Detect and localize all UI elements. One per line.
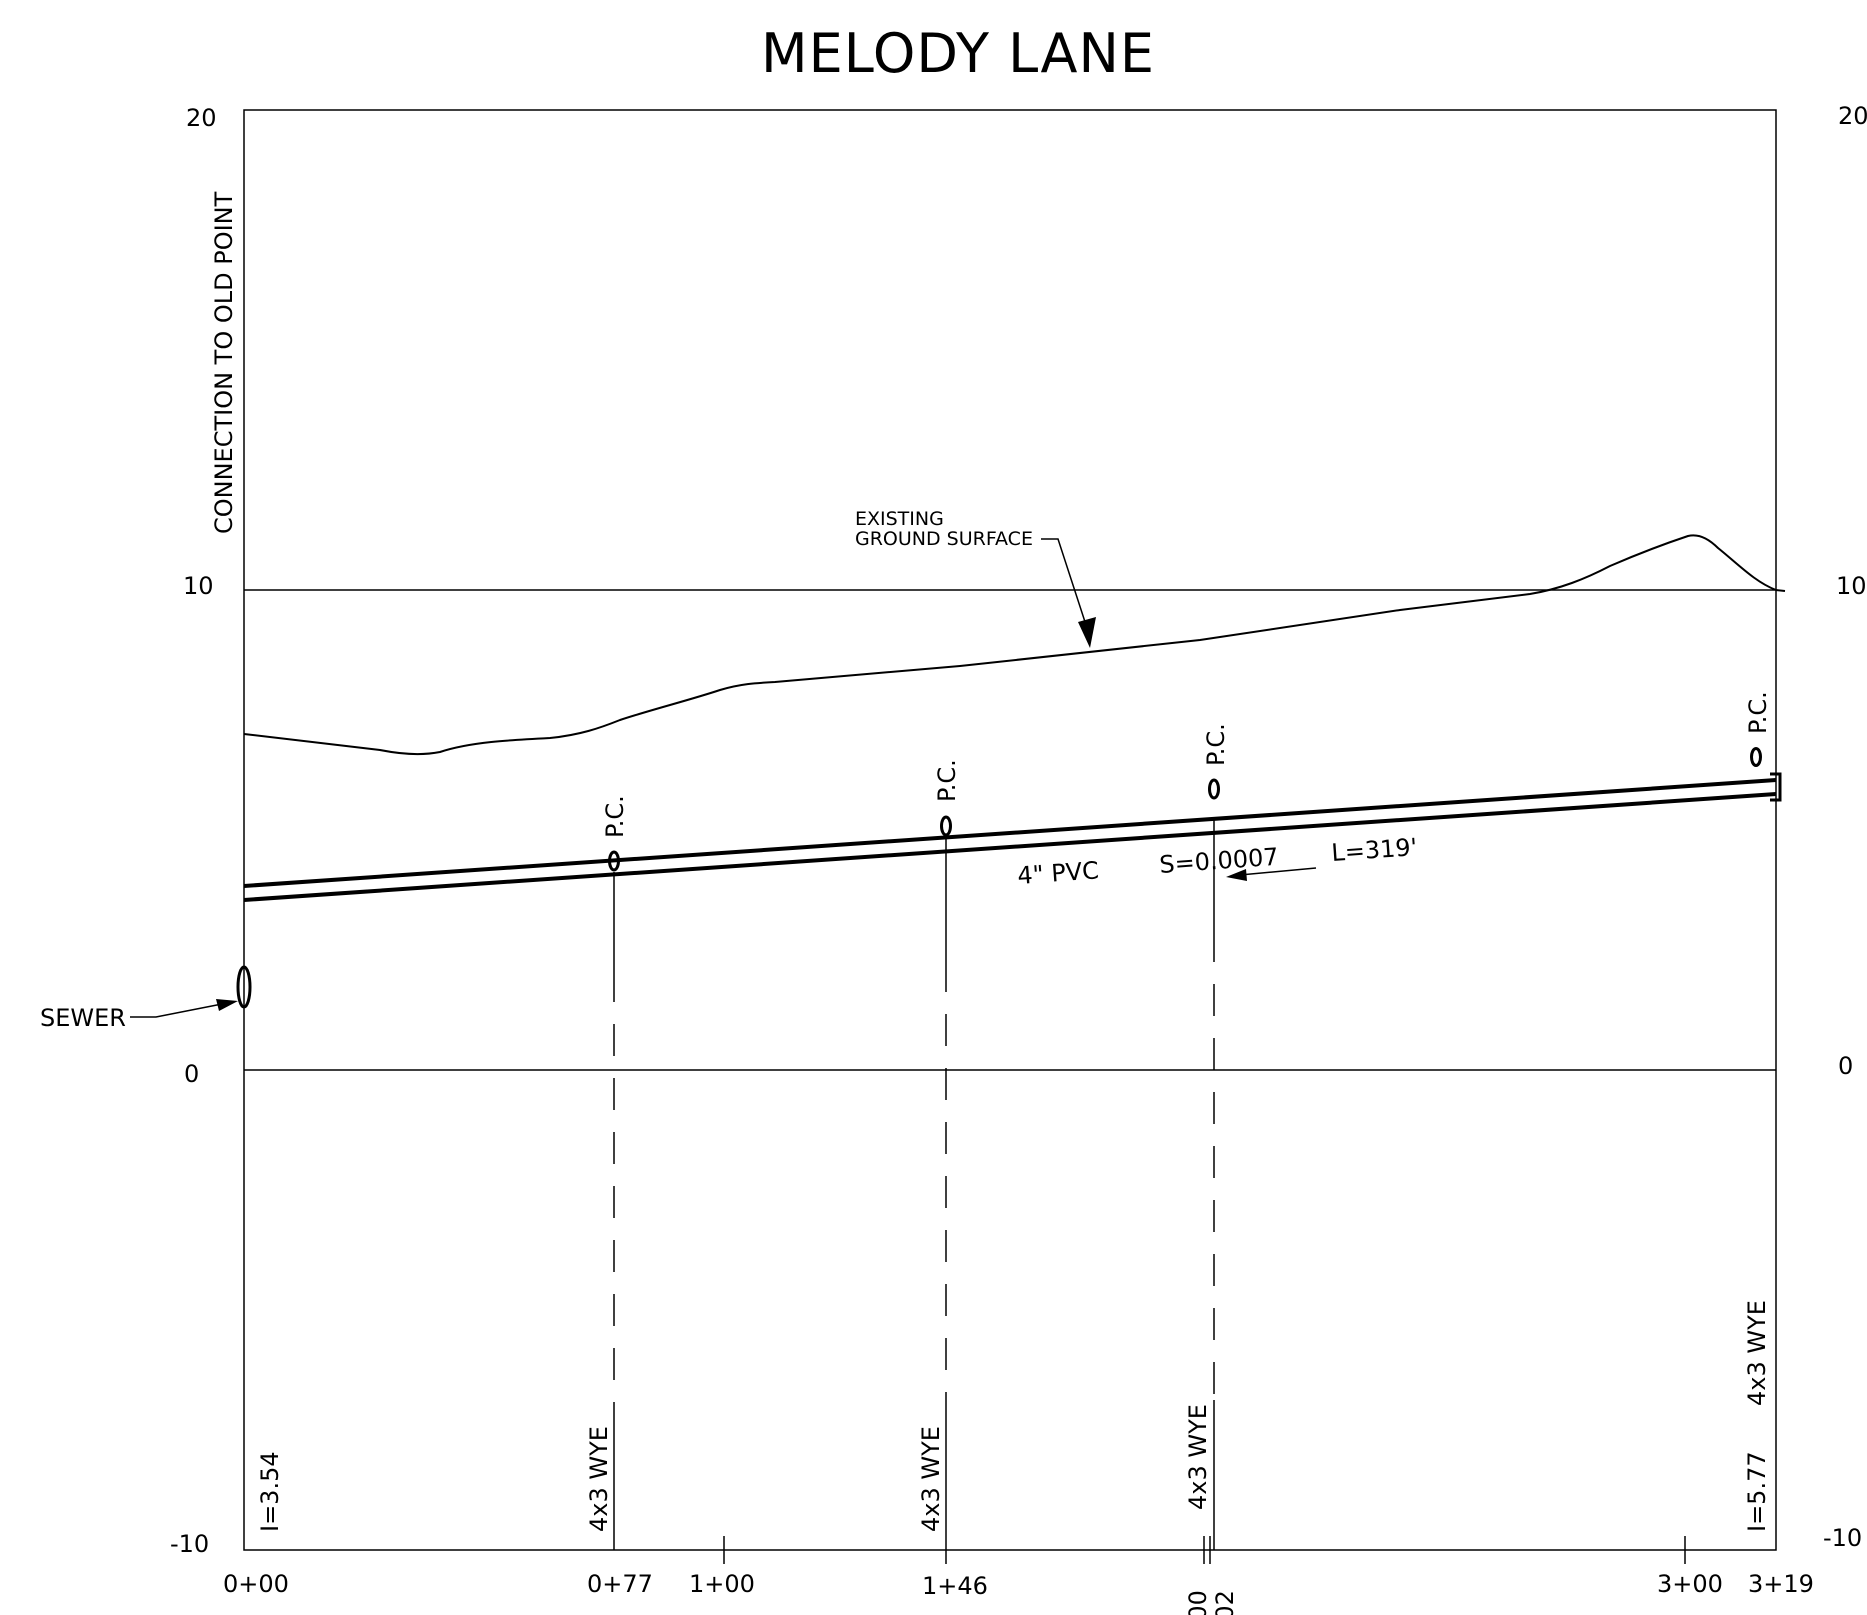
connection-caption: CONNECTION TO OLD POINT <box>210 191 238 534</box>
existing-ground-label-line1: EXISTING <box>855 508 944 530</box>
pc-label-202: P.C. <box>1202 723 1230 766</box>
elevation-label-10-right: 10 <box>1836 572 1867 600</box>
profile-frame <box>243 109 1777 1551</box>
elevation-label-20-left: 20 <box>186 104 217 132</box>
station-label-2-00: 2+00 <box>1184 1590 1212 1615</box>
elevation-label-minus10-left: -10 <box>170 1530 209 1558</box>
station-label-1-46: 1+46 <box>922 1572 988 1600</box>
sewer-arrowhead <box>216 999 238 1011</box>
pipe-end-cap <box>1770 772 1782 802</box>
pc-symbol-146 <box>940 815 952 837</box>
wye-label-202: 4x3 WYE <box>1184 1404 1212 1510</box>
existing-ground-surface-line <box>243 534 1786 756</box>
station-label-1-00: 1+00 <box>689 1570 755 1598</box>
station-label-3-19: 3+19 <box>1748 1570 1814 1598</box>
elevation-label-0-right: 0 <box>1838 1052 1853 1080</box>
station-label-2-02: 2+02 <box>1211 1590 1239 1615</box>
invert-start-label: I=3.54 <box>256 1451 284 1532</box>
elevation-label-10-left: 10 <box>183 572 214 600</box>
station-label-0-00: 0+00 <box>223 1570 289 1598</box>
pc-symbol-077 <box>608 850 620 872</box>
existing-ground-label-line2: GROUND SURFACE <box>855 528 1033 550</box>
sewer-leader <box>130 1003 223 1018</box>
pipe-length-leader <box>1239 867 1317 876</box>
pc-label-077: P.C. <box>601 795 629 838</box>
elevation-label-minus10-right: -10 <box>1823 1524 1862 1552</box>
existing-ground-arrowhead <box>1078 617 1096 648</box>
pipe-top-line <box>243 778 1777 888</box>
station-label-3-00: 3+00 <box>1657 1570 1723 1598</box>
elevation-label-20-right: 20 <box>1838 102 1867 130</box>
invert-end-label: I=5.77 <box>1743 1451 1771 1532</box>
pc-symbol-202 <box>1208 778 1220 800</box>
sewer-connection-symbol <box>236 965 252 1009</box>
sewer-label: SEWER <box>40 1004 126 1032</box>
wye-label-319: 4x3 WYE <box>1743 1300 1771 1406</box>
pipe-length-arrowhead <box>1226 869 1247 881</box>
wye-label-146: 4x3 WYE <box>917 1426 945 1532</box>
pipe-bottom-line <box>243 792 1777 902</box>
pc-label-146: P.C. <box>933 759 961 802</box>
pc-symbol-319 <box>1750 747 1762 767</box>
station-label-0-77: 0+77 <box>587 1570 653 1598</box>
existing-ground-leader <box>1041 538 1088 629</box>
pipe-material-label: 4" PVC <box>1016 856 1099 890</box>
pipe-length-label: L=319' <box>1330 833 1418 867</box>
elevation-label-0-left: 0 <box>184 1060 199 1088</box>
pc-label-319: P.C. <box>1744 691 1772 734</box>
drawing-title: MELODY LANE <box>761 22 1155 85</box>
wye-label-077: 4x3 WYE <box>585 1426 613 1532</box>
